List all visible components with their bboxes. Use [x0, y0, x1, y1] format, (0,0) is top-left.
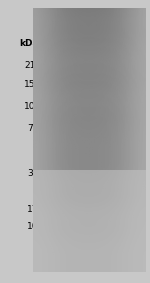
Text: 17: 17 — [27, 205, 38, 214]
Text: 100: 100 — [24, 102, 41, 112]
Text: 35: 35 — [27, 169, 38, 178]
Text: kDa: kDa — [19, 39, 39, 48]
Text: 70: 70 — [27, 124, 38, 133]
Text: 150: 150 — [24, 80, 41, 89]
Text: 210: 210 — [24, 61, 41, 70]
FancyBboxPatch shape — [44, 40, 132, 243]
Text: 10: 10 — [27, 222, 38, 231]
